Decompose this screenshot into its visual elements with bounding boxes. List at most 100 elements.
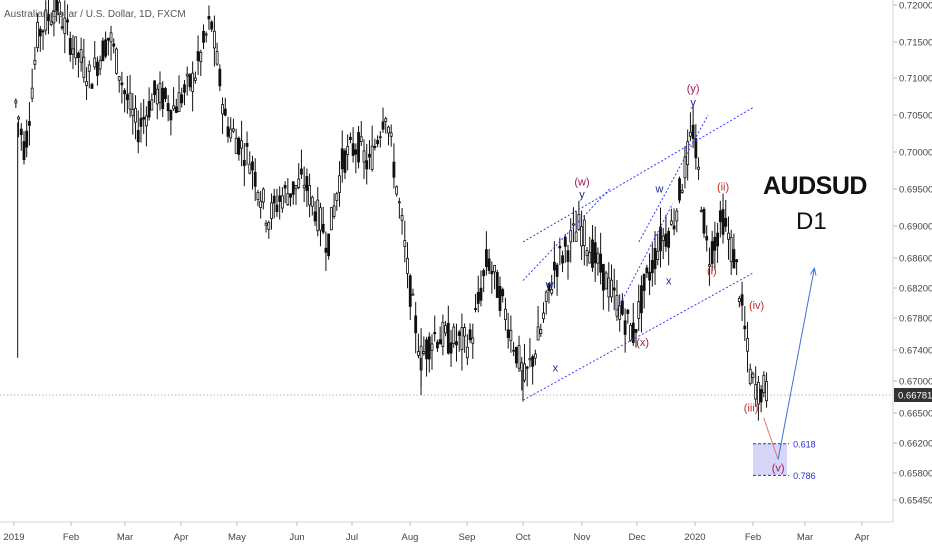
y-tick-label: 0.71500 xyxy=(899,38,932,49)
candle-body xyxy=(319,207,322,231)
candle-body xyxy=(517,345,521,369)
candle-body xyxy=(370,145,374,170)
candle-body xyxy=(17,116,20,120)
wave-label: (v) xyxy=(772,463,785,475)
candle-body xyxy=(68,37,72,55)
candle-body xyxy=(93,57,97,68)
candle-body xyxy=(746,338,749,352)
x-tick-label: Nov xyxy=(574,532,591,543)
candle-body xyxy=(14,100,18,104)
candle-body xyxy=(44,9,48,31)
fib-label-lower: 0.786 xyxy=(793,471,816,481)
candle-body xyxy=(49,21,53,25)
candle-body xyxy=(591,239,594,268)
candle-body xyxy=(708,264,711,267)
projection-line xyxy=(777,269,814,460)
candle-body xyxy=(327,233,331,257)
candle-body xyxy=(226,126,230,137)
candle-body xyxy=(33,59,37,65)
candle-body xyxy=(245,142,249,147)
candle-body xyxy=(460,327,464,350)
candle-body xyxy=(188,74,192,88)
candle-body xyxy=(278,195,282,202)
candle-body xyxy=(416,351,420,356)
y-tick-label: 0.67800 xyxy=(899,314,932,325)
candle-body xyxy=(302,184,306,189)
candle-body xyxy=(406,258,409,274)
candle-body xyxy=(408,275,412,307)
candle-body xyxy=(403,240,407,247)
y-tick-label: 0.66200 xyxy=(899,439,932,450)
candle-body xyxy=(131,108,135,117)
candle-body xyxy=(218,68,222,87)
candle-body xyxy=(60,26,64,29)
candle-body xyxy=(495,272,499,298)
candle-body xyxy=(653,248,657,269)
candle-body xyxy=(528,358,532,361)
candle-body xyxy=(275,204,279,212)
candle-body xyxy=(63,17,67,34)
candle-body xyxy=(498,285,502,311)
candle-body xyxy=(680,189,684,193)
candle-body xyxy=(724,218,728,227)
candle-body xyxy=(664,233,668,247)
candle-body xyxy=(25,130,29,148)
candle-body xyxy=(710,241,714,264)
candle-body xyxy=(321,223,325,233)
candle-body xyxy=(713,236,717,251)
candle-body xyxy=(253,171,257,187)
candle-body xyxy=(425,339,428,360)
candle-body xyxy=(501,289,505,297)
candle-body xyxy=(297,178,301,188)
candle-body xyxy=(354,149,358,155)
candle-body xyxy=(283,184,287,189)
candle-body xyxy=(392,161,396,178)
candle-body xyxy=(699,210,703,212)
candle-body xyxy=(338,175,341,193)
candle-body xyxy=(335,193,339,201)
candle-body xyxy=(729,237,733,262)
candle-body xyxy=(667,230,671,248)
y-tick-label: 0.68200 xyxy=(899,284,932,295)
candle-body xyxy=(580,226,583,247)
candle-body xyxy=(596,252,600,264)
candle-body xyxy=(400,214,404,221)
y-tick-label: 0.69000 xyxy=(899,222,932,233)
wave-label: (y) xyxy=(687,83,700,95)
candle-body xyxy=(19,128,23,136)
candle-body xyxy=(732,249,736,269)
x-tick-label: Apr xyxy=(855,532,870,543)
candle-body xyxy=(215,51,219,65)
candle-body xyxy=(85,81,88,87)
candle-body xyxy=(607,277,611,298)
wave-label: (ii) xyxy=(717,181,729,193)
candle-body xyxy=(240,140,243,149)
candle-body xyxy=(748,368,752,385)
y-tick-label: 0.65450 xyxy=(899,496,932,507)
candle-body xyxy=(316,199,320,232)
candle-body xyxy=(504,308,507,321)
candle-body xyxy=(196,51,200,62)
candle-body xyxy=(76,52,80,58)
y-tick-label: 0.69500 xyxy=(899,185,932,196)
candle-body xyxy=(550,289,554,294)
candle-body xyxy=(539,329,543,335)
wave-label: y xyxy=(690,97,696,109)
candle-body xyxy=(601,264,605,291)
candle-body xyxy=(223,108,227,116)
candle-body xyxy=(267,222,271,230)
candle-body xyxy=(234,137,238,154)
candle-body xyxy=(514,346,518,364)
x-tick-label: Jun xyxy=(289,532,304,543)
candle-body xyxy=(289,193,292,198)
candle-body xyxy=(490,270,494,275)
candle-body xyxy=(558,245,562,249)
candle-body xyxy=(36,21,39,48)
candle-body xyxy=(520,362,524,372)
candle-body xyxy=(531,356,535,367)
wave-label: w xyxy=(654,184,663,196)
candle-body xyxy=(384,118,388,122)
candle-body xyxy=(324,247,328,253)
candle-body xyxy=(506,329,510,338)
